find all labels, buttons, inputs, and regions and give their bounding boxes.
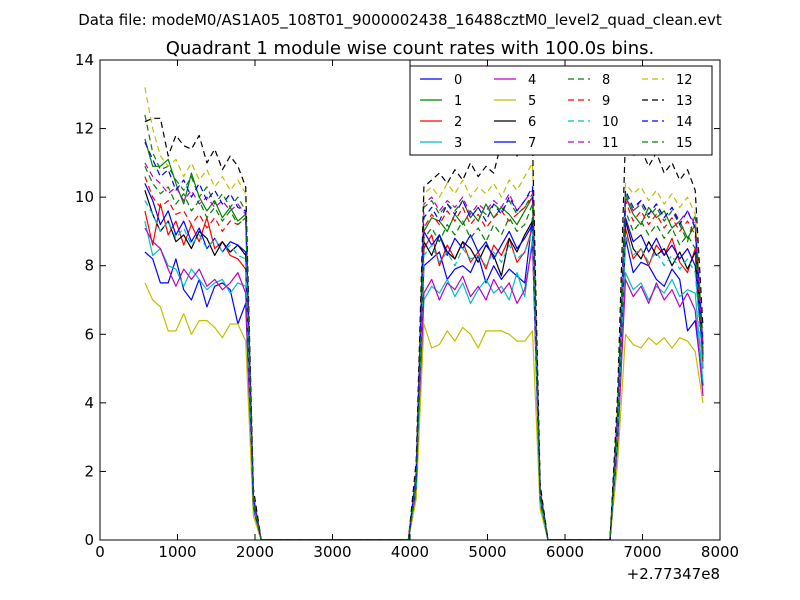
legend-label-4: 4 [528, 73, 536, 88]
legend-label-0: 0 [454, 73, 462, 88]
series-line-10 [144, 200, 704, 540]
series-line-12 [144, 87, 704, 540]
legend-label-1: 1 [454, 94, 462, 109]
x-tick-label: 1000 [158, 543, 196, 561]
legend-label-8: 8 [602, 73, 610, 88]
y-tick-label: 0 [84, 531, 94, 549]
y-tick-label: 14 [75, 51, 94, 69]
legend-label-10: 10 [602, 115, 619, 130]
legend-label-2: 2 [454, 115, 462, 130]
y-tick-label: 8 [84, 257, 94, 275]
y-tick-label: 6 [84, 325, 94, 343]
legend-label-14: 14 [676, 115, 693, 130]
legend-label-11: 11 [602, 136, 619, 151]
legend-box [409, 65, 713, 156]
x-tick-label: 5000 [468, 543, 506, 561]
y-tick-label: 12 [75, 120, 94, 138]
series-line-11 [144, 162, 704, 540]
series-line-15 [144, 166, 704, 540]
y-tick-label: 2 [84, 462, 94, 480]
x-offset-label: +2.77347e8 [627, 565, 720, 583]
series-line-4 [144, 227, 704, 540]
x-tick-label: 8000 [701, 543, 739, 561]
plot-area [144, 87, 704, 540]
x-tick-label: 3000 [313, 543, 351, 561]
x-tick-label: 2000 [236, 543, 274, 561]
data-file-label: Data file: modeM0/AS1A05_108T01_90000024… [78, 11, 722, 30]
chart-title: Quadrant 1 module wise count rates with … [166, 38, 655, 59]
x-tick-label: 4000 [391, 543, 429, 561]
legend-label-12: 12 [676, 73, 693, 88]
legend-label-15: 15 [676, 136, 693, 151]
legend-label-7: 7 [528, 136, 536, 151]
x-tick-label: 7000 [623, 543, 661, 561]
y-tick-label: 4 [84, 394, 94, 412]
y-tick-label: 10 [75, 188, 94, 206]
legend-label-9: 9 [602, 94, 610, 109]
legend-label-6: 6 [528, 115, 536, 130]
axes: 0 1000 2000 3000 4000 5000 6000 7000 80000246810… [75, 51, 739, 561]
legend-label-13: 13 [676, 94, 693, 109]
legend-label-5: 5 [528, 94, 536, 109]
series-line-5 [144, 282, 704, 540]
x-tick-label: 6000 [546, 543, 584, 561]
series-line-13 [144, 117, 704, 540]
series-line-14 [144, 142, 704, 540]
legend-label-3: 3 [454, 136, 462, 151]
x-tick-label: 0 [95, 543, 105, 561]
